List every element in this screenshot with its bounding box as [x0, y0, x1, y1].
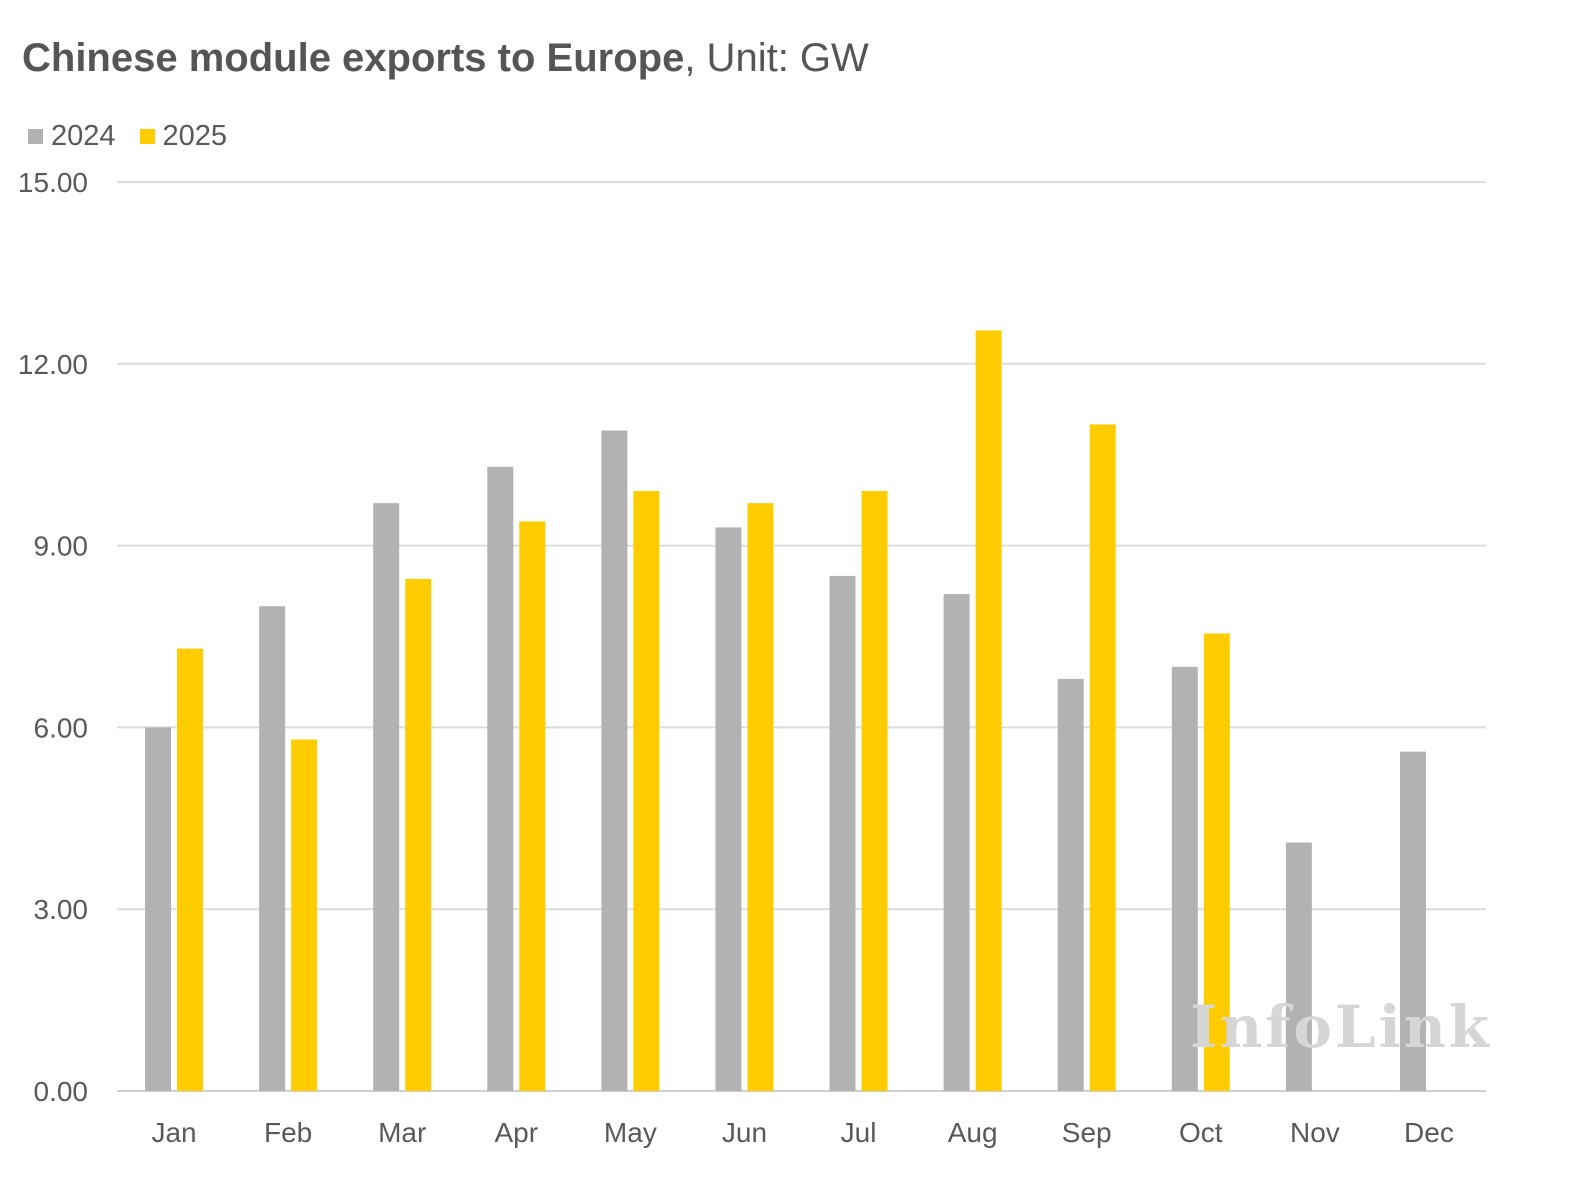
x-tick-label: Dec	[1404, 1117, 1454, 1148]
bar-2025-apr	[519, 521, 546, 1091]
x-tick-label: Sep	[1062, 1117, 1112, 1148]
bar-2024-nov	[1285, 842, 1312, 1091]
bar-2024-jan	[145, 727, 172, 1091]
chart-legend: 2024 2025	[28, 120, 251, 153]
x-tick-label: May	[604, 1117, 657, 1148]
legend-item-2024: 2024	[28, 120, 116, 153]
chart-title-unit: , Unit: GW	[684, 36, 869, 80]
bar-2025-jun	[747, 503, 774, 1091]
bar-2024-feb	[259, 606, 286, 1091]
bar-2024-may	[601, 430, 628, 1092]
bar-2024-jul	[829, 575, 856, 1091]
bar-2024-oct	[1171, 666, 1198, 1091]
x-tick-label: Jul	[841, 1117, 877, 1148]
y-tick-label: 0.00	[34, 1076, 89, 1107]
x-tick-label: Jun	[722, 1117, 767, 1148]
bar-2025-jan	[177, 648, 204, 1091]
legend-swatch-2025	[139, 129, 155, 144]
x-tick-label: Oct	[1179, 1117, 1223, 1148]
x-tick-label: Apr	[495, 1117, 539, 1148]
x-axis-ticks: Jan Feb Mar Apr May Jun Jul Aug Sep Oct Nov Dec	[151, 1117, 1453, 1148]
x-tick-label: Feb	[264, 1117, 312, 1148]
legend-label-2024: 2024	[51, 120, 116, 152]
y-tick-label: 3.00	[34, 894, 89, 925]
bar-2025-aug	[975, 330, 1002, 1092]
y-tick-label: 9.00	[34, 531, 89, 562]
y-axis-ticks: 0.00 3.00 6.00 9.00 12.00 15.00	[18, 167, 88, 1107]
chart-title-main: Chinese module exports to Europe	[22, 36, 685, 80]
y-tick-label: 12.00	[18, 349, 88, 380]
legend-swatch-2024	[28, 129, 43, 144]
bar-2024-mar	[373, 503, 400, 1091]
bar-2024-aug	[943, 594, 970, 1091]
bar-2025-sep	[1089, 424, 1116, 1091]
bar-2024-dec	[1399, 751, 1426, 1091]
legend-item-2025: 2025	[139, 120, 228, 153]
y-tick-label: 6.00	[34, 712, 89, 743]
bar-2024-sep	[1057, 678, 1084, 1091]
bar-2025-jul	[861, 491, 888, 1091]
y-tick-label: 15.00	[18, 167, 88, 198]
chart-title: Chinese module exports to Europe, Unit: …	[22, 34, 869, 82]
bar-2025-mar	[405, 578, 432, 1091]
legend-label-2025: 2025	[162, 120, 228, 152]
bar-2024-jun	[715, 527, 742, 1091]
gridlines	[117, 181, 1486, 1092]
x-tick-label: Nov	[1290, 1117, 1340, 1148]
bars	[145, 330, 1426, 1092]
x-tick-label: Aug	[948, 1117, 998, 1148]
bar-2024-apr	[487, 466, 514, 1091]
bar-2025-feb	[291, 739, 318, 1091]
x-tick-label: Jan	[151, 1117, 196, 1148]
x-tick-label: Mar	[378, 1117, 426, 1148]
bar-2025-may	[633, 491, 660, 1091]
bar-2025-oct	[1203, 633, 1230, 1091]
watermark-text: InfoLink	[1190, 993, 1492, 1061]
